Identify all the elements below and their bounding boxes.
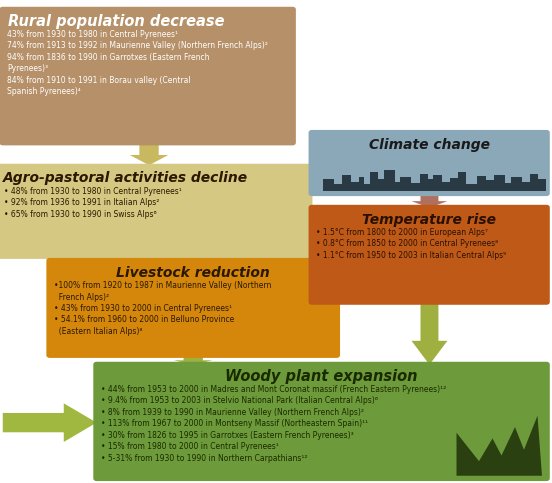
Text: •100% from 1920 to 1987 in Maurienne Valley (Northern
  French Alps)²
• 43% from: •100% from 1920 to 1987 in Maurienne Val… [54, 281, 272, 336]
FancyBboxPatch shape [93, 362, 550, 481]
Polygon shape [3, 403, 97, 442]
Polygon shape [130, 142, 168, 165]
Polygon shape [412, 302, 447, 365]
Text: Climate change: Climate change [369, 138, 490, 152]
Text: Agro-pastoral activities decline: Agro-pastoral activities decline [3, 171, 248, 185]
Polygon shape [130, 256, 168, 261]
Text: Temperature rise: Temperature rise [362, 213, 496, 227]
Text: • 1.5°C from 1800 to 2000 in European Alps⁷
• 0.8°C from 1850 to 2000 in Central: • 1.5°C from 1800 to 2000 in European Al… [316, 228, 506, 260]
Polygon shape [312, 170, 546, 191]
Text: Livestock reduction: Livestock reduction [116, 266, 270, 280]
Text: • 44% from 1953 to 2000 in Madres and Mont Coronat massif (French Eastern Pyrene: • 44% from 1953 to 2000 in Madres and Mo… [101, 385, 446, 463]
Text: Rural population decrease: Rural population decrease [8, 14, 225, 29]
FancyBboxPatch shape [0, 164, 312, 259]
Text: • 48% from 1930 to 1980 in Central Pyrenees¹
• 92% from 1936 to 1991 in Italian : • 48% from 1930 to 1980 in Central Pyren… [4, 187, 182, 219]
FancyBboxPatch shape [46, 258, 340, 358]
FancyBboxPatch shape [309, 130, 550, 196]
FancyBboxPatch shape [0, 7, 296, 145]
Text: 43% from 1930 to 1980 in Central Pyrenees¹
74% from 1913 to 1992 in Maurienne Va: 43% from 1930 to 1980 in Central Pyrenee… [7, 30, 268, 96]
FancyBboxPatch shape [309, 205, 550, 305]
Polygon shape [412, 193, 447, 208]
Text: Woody plant expansion: Woody plant expansion [225, 369, 418, 384]
Polygon shape [174, 355, 213, 365]
Polygon shape [434, 416, 542, 476]
